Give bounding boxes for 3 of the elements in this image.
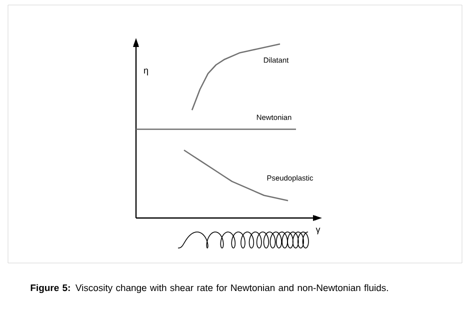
text: Figure 5: Viscosity change with shear rate for Newtonian and non-Newtonian fluids. bbox=[30, 284, 388, 294]
x-axis-title: γ bbox=[316, 228, 320, 234]
y-axis-title: η bbox=[144, 68, 148, 76]
